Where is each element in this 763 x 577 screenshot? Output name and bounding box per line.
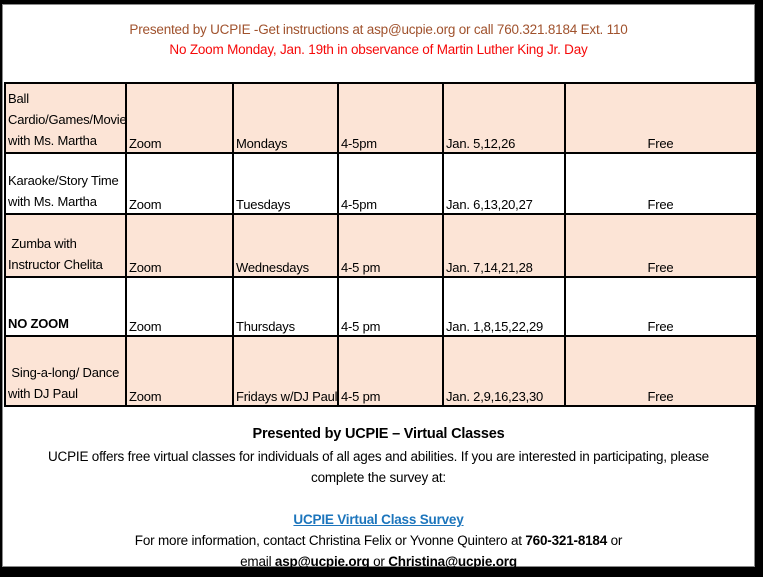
platform-cell: Zoom — [125, 82, 234, 154]
table-row-thursday: NO ZOOM Zoom Thursdays 4-5 pm Jan. 1,8,1… — [4, 276, 758, 337]
cost-cell: Free — [564, 82, 758, 154]
survey-link[interactable]: UCPIE Virtual Class Survey — [293, 512, 464, 527]
dates-cell: Jan. 7,14,21,28 — [442, 213, 566, 278]
day-cell: Fridays w/DJ Paul — [232, 335, 339, 407]
day-cell: Thursdays — [232, 276, 339, 337]
header-notice-line1: Presented by UCPIE -Get instructions at … — [129, 22, 628, 37]
time-cell: 4-5 pm — [337, 276, 444, 337]
class-name-cell: Sing-a-long/ Dance with DJ Paul — [4, 335, 127, 407]
header-notice-line2: No Zoom Monday, Jan. 19th in observance … — [169, 42, 588, 57]
class-name-cell: Karaoke/Story Time with Ms. Martha — [4, 152, 127, 215]
email-line: email asp@ucpie.org or Christina@ucpie.o… — [3, 551, 754, 572]
schedule-table: Ball Cardio/Games/Movie with Ms. Martha … — [4, 82, 758, 407]
contact-text: For more information, contact Christina … — [134, 533, 526, 548]
platform-cell: Zoom — [125, 276, 234, 337]
platform-cell: Zoom — [125, 152, 234, 215]
cost-cell: Free — [564, 335, 758, 407]
table-row-friday: Sing-a-long/ Dance with DJ Paul Zoom Fri… — [4, 335, 758, 407]
email-text: email — [240, 554, 275, 569]
footer-description: UCPIE offers free virtual classes for in… — [47, 449, 709, 485]
contact-text-suffix: or — [607, 533, 623, 548]
phone-number: 760-321-8184 — [525, 533, 608, 548]
cost-cell: Free — [564, 152, 758, 215]
platform-cell: Zoom — [125, 335, 234, 407]
dates-cell: Jan. 6,13,20,27 — [442, 152, 566, 215]
contact-line: For more information, contact Christina … — [3, 530, 754, 551]
day-cell: Tuesdays — [232, 152, 339, 215]
day-cell: Mondays — [232, 82, 339, 154]
day-cell: Wednesdays — [232, 213, 339, 278]
email-address-2: Christina@ucpie.org — [388, 554, 517, 569]
class-name-cell: Ball Cardio/Games/Movie with Ms. Martha — [4, 82, 127, 154]
table-row-wednesday: Zumba with Instructor Chelita Zoom Wedne… — [4, 213, 758, 278]
time-cell: 4-5 pm — [337, 335, 444, 407]
class-name-cell: Zumba with Instructor Chelita — [4, 213, 127, 278]
platform-cell: Zoom — [125, 213, 234, 278]
time-cell: 4-5pm — [337, 82, 444, 154]
email-address-1: asp@ucpie.org — [274, 554, 370, 569]
cost-cell: Free — [564, 213, 758, 278]
table-row-monday: Ball Cardio/Games/Movie with Ms. Martha … — [4, 82, 758, 154]
footer-title: Presented by UCPIE – Virtual Classes — [252, 426, 505, 442]
table-row-tuesday: Karaoke/Story Time with Ms. Martha Zoom … — [4, 152, 758, 215]
header-notice: Presented by UCPIE -Get instructions at … — [3, 5, 754, 60]
dates-cell: Jan. 5,12,26 — [442, 82, 566, 154]
flyer-page: Presented by UCPIE -Get instructions at … — [2, 4, 758, 569]
footer: Presented by UCPIE – Virtual Classes UCP… — [3, 407, 754, 572]
time-cell: 4-5pm — [337, 152, 444, 215]
dates-cell: Jan. 2,9,16,23,30 — [442, 335, 566, 407]
time-cell: 4-5 pm — [337, 213, 444, 278]
email-text-middle: or — [369, 554, 389, 569]
dates-cell: Jan. 1,8,15,22,29 — [442, 276, 566, 337]
cost-cell: Free — [564, 276, 758, 337]
class-name-cell: NO ZOOM — [4, 276, 127, 337]
